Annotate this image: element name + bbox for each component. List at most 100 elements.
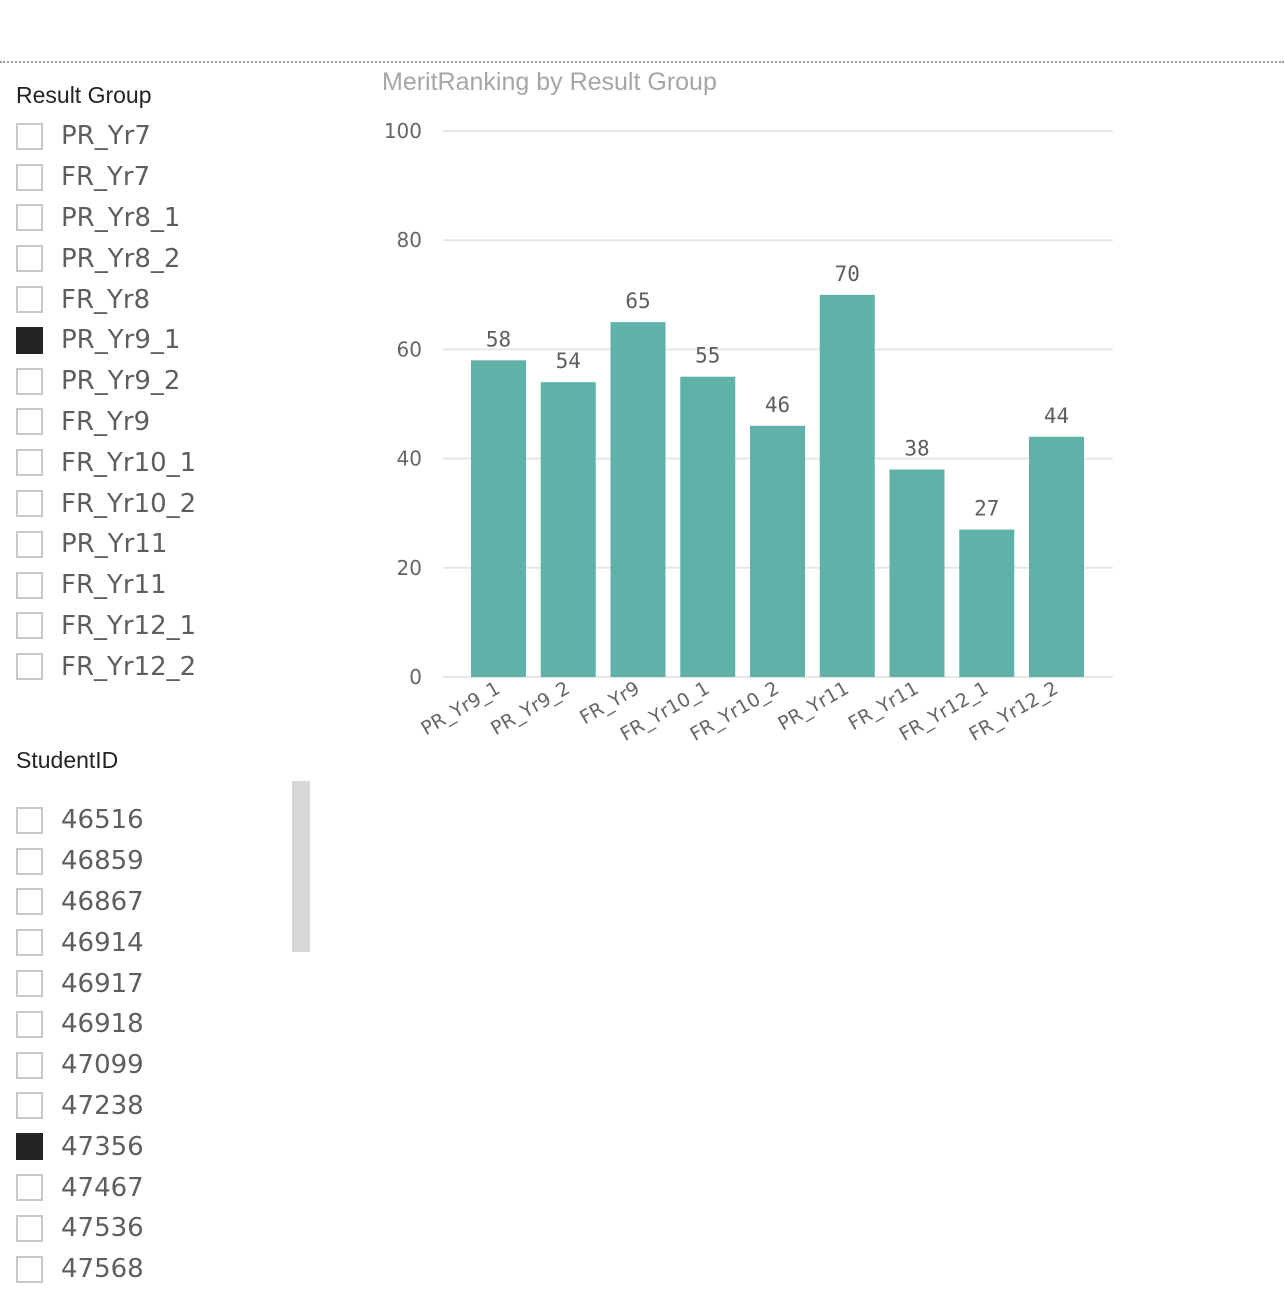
bar[interactable] xyxy=(750,425,805,677)
data-label: 65 xyxy=(625,289,650,313)
slicer-item-label: 46914 xyxy=(61,927,144,958)
slicer-item-label: PR_Yr8_1 xyxy=(61,202,181,233)
slicer-item-label: FR_Yr9 xyxy=(61,406,151,437)
data-label: 44 xyxy=(1044,404,1069,428)
checkbox[interactable] xyxy=(16,163,43,191)
data-label: 55 xyxy=(695,344,720,368)
slicer-item-label: 46867 xyxy=(61,886,144,917)
checkbox[interactable] xyxy=(16,806,43,834)
checkbox[interactable] xyxy=(16,1174,43,1202)
slicer-list: PR_Yr7 FR_Yr7 PR_Yr8_1 PR_Yr8_2 FR_Yr8 PR_Yr9… xyxy=(16,116,196,687)
slicer-item[interactable]: 47238 xyxy=(16,1086,144,1127)
data-label: 58 xyxy=(486,327,511,351)
checkbox[interactable] xyxy=(16,929,43,957)
slicer-item-label: FR_Yr7 xyxy=(61,162,151,193)
slicer-item-label: PR_Yr9_2 xyxy=(61,366,181,397)
slicer-item-label: 46859 xyxy=(61,846,144,877)
x-axis-ticks: PR_Yr9_1PR_Yr9_2 FR_Yr9FR_Yr10_1FR_Yr10_2… xyxy=(417,677,1062,745)
report-top-border xyxy=(0,61,1284,63)
slicer-item[interactable]: PR_Yr8_1 xyxy=(16,198,196,239)
checkbox[interactable] xyxy=(16,408,43,436)
student-id-slicer: StudentID 46516 46859 46867 46914 46917 46918… xyxy=(16,744,144,1290)
checkbox[interactable] xyxy=(16,122,43,150)
bar[interactable] xyxy=(610,322,666,677)
checkbox[interactable] xyxy=(16,653,43,681)
slicer-item[interactable]: FR_Yr11 xyxy=(16,565,196,606)
slicer-item-label: PR_Yr7 xyxy=(61,121,151,152)
slicer-item[interactable]: PR_Yr11 xyxy=(16,524,196,565)
checkbox[interactable] xyxy=(16,970,43,998)
slicer-item-label: PR_Yr9_1 xyxy=(61,325,181,356)
slicer-item-label: 47238 xyxy=(61,1090,144,1121)
slicer-item-label: FR_Yr12_1 xyxy=(61,610,197,641)
checkbox-checked[interactable] xyxy=(16,1133,43,1161)
slicer-item[interactable]: 47467 xyxy=(16,1167,144,1208)
checkbox[interactable] xyxy=(16,612,43,640)
slicer-item-label: FR_Yr11 xyxy=(61,570,167,601)
slicer-item[interactable]: PR_Yr7 xyxy=(16,116,196,157)
slicer-item[interactable]: 46516 xyxy=(16,800,144,841)
checkbox[interactable] xyxy=(16,490,43,518)
slicer-item[interactable]: PR_Yr9_2 xyxy=(16,361,196,402)
checkbox[interactable] xyxy=(16,530,43,558)
bar[interactable] xyxy=(680,376,736,677)
checkbox-checked[interactable] xyxy=(16,326,43,354)
checkbox[interactable] xyxy=(16,245,43,273)
bars xyxy=(471,294,1084,677)
slicer-item[interactable]: 46867 xyxy=(16,882,144,923)
slicer-item-label: PR_Yr11 xyxy=(61,529,168,560)
checkbox[interactable] xyxy=(16,571,43,599)
bar[interactable] xyxy=(819,294,875,677)
bar[interactable] xyxy=(471,360,526,677)
slicer-item[interactable]: 47099 xyxy=(16,1045,144,1086)
checkbox[interactable] xyxy=(16,847,43,875)
y-axis-ticks: 0 20 40 60 80 100 xyxy=(384,119,422,689)
bar[interactable] xyxy=(1029,436,1084,677)
slicer-item[interactable]: FR_Yr12_2 xyxy=(16,646,196,687)
slicer-list: 46516 46859 46867 46914 46917 46918 47099 47238… xyxy=(16,800,144,1290)
checkbox[interactable] xyxy=(16,204,43,232)
slicer-item-label: 47099 xyxy=(61,1050,144,1081)
slicer-item-label: 47356 xyxy=(61,1131,144,1162)
y-tick-label: 60 xyxy=(397,337,422,361)
y-tick-label: 100 xyxy=(384,119,422,143)
x-tick-label: PR_Yr9_1 xyxy=(417,677,504,740)
y-tick-label: 40 xyxy=(397,447,422,471)
y-tick-label: 80 xyxy=(397,228,422,252)
slicer-item[interactable]: 46918 xyxy=(16,1004,144,1045)
slicer-item[interactable]: 47536 xyxy=(16,1208,144,1249)
slicer-item[interactable]: PR_Yr8_2 xyxy=(16,238,196,279)
checkbox[interactable] xyxy=(16,888,43,916)
slicer-item[interactable]: 46914 xyxy=(16,922,144,963)
slicer-item[interactable]: 46917 xyxy=(16,963,144,1004)
slicer-item[interactable]: FR_Yr9 xyxy=(16,402,196,443)
slicer-item[interactable]: FR_Yr12_1 xyxy=(16,606,196,647)
checkbox[interactable] xyxy=(16,367,43,395)
slicer-item[interactable]: FR_Yr7 xyxy=(16,157,196,198)
slicer-item[interactable]: FR_Yr10_2 xyxy=(16,483,196,524)
checkbox[interactable] xyxy=(16,449,43,477)
slicer-item[interactable]: 46859 xyxy=(16,841,144,882)
data-label: 70 xyxy=(835,262,860,286)
slicer-item[interactable]: 47356 xyxy=(16,1126,144,1167)
data-labels: 58 54 65 55 46 70 38 27 44 xyxy=(486,262,1069,521)
checkbox[interactable] xyxy=(16,286,43,314)
slicer-item[interactable]: FR_Yr10_1 xyxy=(16,442,196,483)
bar[interactable] xyxy=(959,529,1015,677)
bar[interactable] xyxy=(540,382,596,677)
slicer-item-label: 46516 xyxy=(61,805,144,836)
x-tick-label: PR_Yr9_2 xyxy=(487,677,574,740)
slicer-item-label: PR_Yr8_2 xyxy=(61,243,181,274)
student-list-scrollbar[interactable] xyxy=(292,781,310,952)
checkbox[interactable] xyxy=(16,1010,43,1038)
checkbox[interactable] xyxy=(16,1214,43,1242)
slicer-item-label: 47536 xyxy=(61,1213,144,1244)
data-label: 27 xyxy=(974,497,999,521)
bar[interactable] xyxy=(889,469,945,677)
checkbox[interactable] xyxy=(16,1092,43,1120)
result-group-slicer: Result Group PR_Yr7 FR_Yr7 PR_Yr8_1 PR_Yr8_… xyxy=(16,79,196,687)
checkbox[interactable] xyxy=(16,1051,43,1079)
slicer-item[interactable]: FR_Yr8 xyxy=(16,279,196,320)
slicer-item[interactable]: PR_Yr9_1 xyxy=(16,320,196,361)
